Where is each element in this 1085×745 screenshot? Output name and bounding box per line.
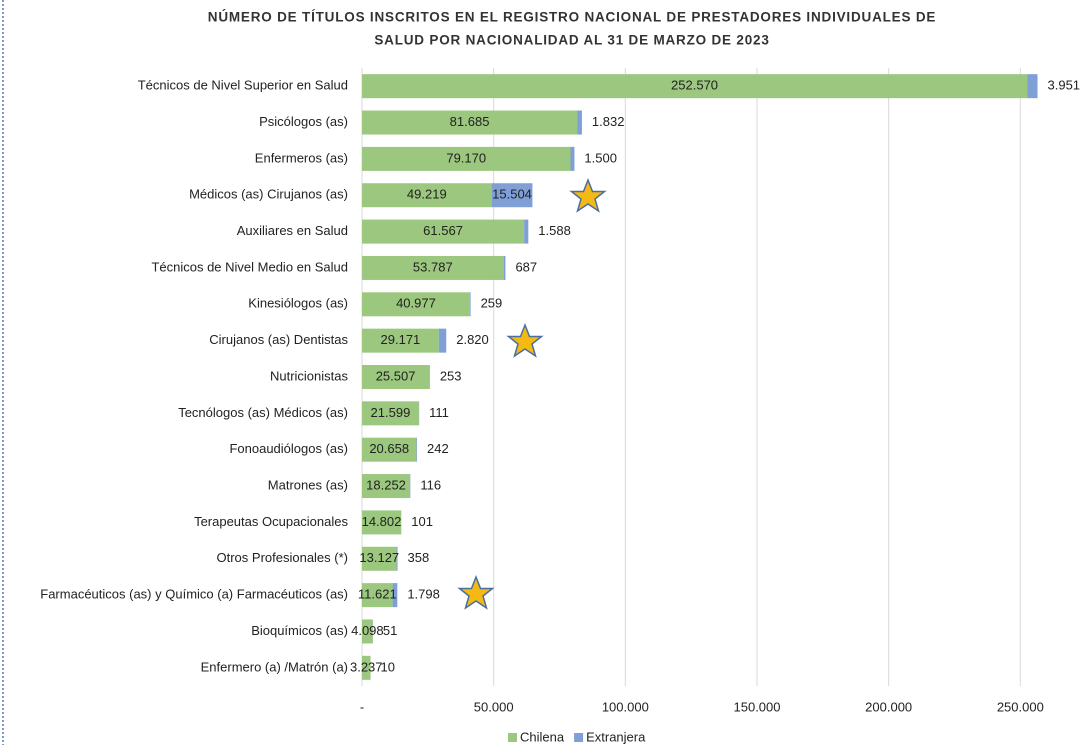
y-tick-label: Médicos (as) Cirujanos (as) — [189, 187, 348, 202]
bar-segment — [362, 510, 401, 535]
value-label: 1.798 — [407, 587, 440, 602]
value-label: 14.802 — [362, 514, 402, 529]
bar-segment — [469, 292, 471, 317]
y-tick-label: Bioquímicos (as) — [251, 623, 348, 638]
stars — [457, 177, 607, 610]
bar-segment — [362, 437, 417, 462]
x-tick-label: - — [360, 699, 364, 714]
bar-segment — [570, 146, 575, 171]
bar-segment — [503, 255, 506, 280]
value-label: 25.507 — [376, 368, 416, 383]
bar-segment — [362, 146, 571, 171]
value-label: 252.570 — [671, 78, 718, 93]
value-label: 15.504 — [492, 187, 532, 202]
chart-title: NÚMERO DE TÍTULOS INSCRITOS EN EL REGIST… — [208, 10, 936, 25]
bar-segment — [362, 474, 411, 499]
value-label: 10 — [381, 659, 395, 674]
value-label: 116 — [420, 477, 441, 492]
y-tick-label: Kinesiólogos (as) — [248, 296, 348, 311]
chart-subtitle: SALUD POR NACIONALIDAD AL 31 DE MARZO DE… — [374, 33, 769, 48]
value-label: 2.820 — [456, 332, 489, 347]
bar-segment — [362, 255, 504, 280]
bar-segment — [392, 583, 398, 608]
bar-segment — [362, 74, 1028, 99]
value-label: 358 — [408, 550, 430, 565]
value-label: 3.237 — [350, 659, 383, 674]
y-tick-label: Enfermeros (as) — [255, 150, 348, 165]
value-label: 81.685 — [450, 114, 490, 129]
bar-segment — [577, 110, 582, 135]
value-label: 61.567 — [423, 223, 463, 238]
y-tick-label: Enfermero (a) /Matrón (a) — [201, 659, 348, 674]
bar-segment — [491, 183, 533, 208]
bar-segment — [362, 110, 578, 135]
y-tick-label: Técnicos de Nivel Superior en Salud — [138, 78, 348, 93]
y-tick-label: Técnicos de Nivel Medio en Salud — [151, 259, 348, 274]
y-tick-label: Tecnólogos (as) Médicos (as) — [178, 405, 348, 420]
value-label: 4.098 — [351, 623, 384, 638]
bar-segment — [362, 619, 373, 644]
value-label: 111 — [429, 405, 449, 420]
value-label: 101 — [411, 514, 433, 529]
y-tick-label: Otros Profesionales (*) — [217, 550, 349, 565]
value-label: 29.171 — [381, 332, 421, 347]
bar-segment — [362, 655, 371, 680]
bar-segment — [524, 219, 529, 244]
x-tick-label: 150.000 — [734, 699, 781, 714]
x-tick-label: 50.000 — [474, 699, 514, 714]
bar-segment — [362, 292, 470, 317]
y-tick-label: Cirujanos (as) Dentistas — [209, 332, 348, 347]
x-tick-label: 200.000 — [865, 699, 912, 714]
legend-label: Chilena — [520, 729, 565, 744]
value-label: 1.500 — [584, 150, 617, 165]
bar-segment — [362, 328, 439, 353]
bar-segment — [438, 328, 447, 353]
bar-segment — [416, 437, 418, 462]
value-label: 3.951 — [1048, 78, 1081, 93]
value-label: 259 — [481, 296, 503, 311]
star — [457, 574, 495, 610]
y-tick-label: Fonoaudiólogos (as) — [229, 441, 348, 456]
bar-segment — [362, 365, 430, 389]
bar-segment — [362, 219, 525, 244]
value-label: 18.252 — [366, 477, 406, 492]
value-label: 1.588 — [538, 223, 571, 238]
legend-label: Extranjera — [586, 729, 646, 744]
bar-segment — [396, 546, 398, 571]
bar-segment — [362, 401, 419, 426]
y-tick-label: Terapeutas Ocupacionales — [194, 514, 348, 529]
value-label: 687 — [515, 259, 537, 274]
value-label: 79.170 — [446, 150, 486, 165]
y-tick-label: Auxiliares en Salud — [237, 223, 348, 238]
star — [569, 177, 607, 213]
y-tick-label: Farmacéuticos (as) y Químico (a) Farmacé… — [40, 587, 348, 602]
grid — [361, 68, 1021, 686]
value-label: 21.599 — [371, 405, 411, 420]
bars — [362, 74, 1038, 680]
x-tick-label: 250.000 — [997, 699, 1044, 714]
value-label: 11.621 — [358, 587, 397, 602]
bar-segment — [362, 183, 492, 208]
value-label: 20.658 — [369, 441, 409, 456]
value-label: 51 — [383, 623, 397, 638]
value-label: 1.832 — [592, 114, 625, 129]
x-tick-label: 100.000 — [602, 699, 649, 714]
value-label: 53.787 — [413, 259, 453, 274]
value-label: 253 — [440, 368, 462, 383]
bar-segment — [362, 546, 397, 571]
value-label: 49.219 — [407, 187, 447, 202]
bar-segment — [362, 583, 393, 608]
value-label: 242 — [427, 441, 449, 456]
star — [506, 322, 544, 358]
y-tick-label: Matrones (as) — [268, 477, 348, 492]
y-tick-label: Nutricionistas — [270, 368, 349, 383]
legend-swatch — [574, 733, 584, 742]
bar-segment — [1027, 74, 1038, 99]
value-label: 13.127 — [359, 550, 399, 565]
legend-swatch — [508, 733, 517, 742]
bar-segment — [429, 365, 430, 389]
y-tick-label: Psicólogos (as) — [259, 114, 348, 129]
value-label: 40.977 — [396, 296, 436, 311]
